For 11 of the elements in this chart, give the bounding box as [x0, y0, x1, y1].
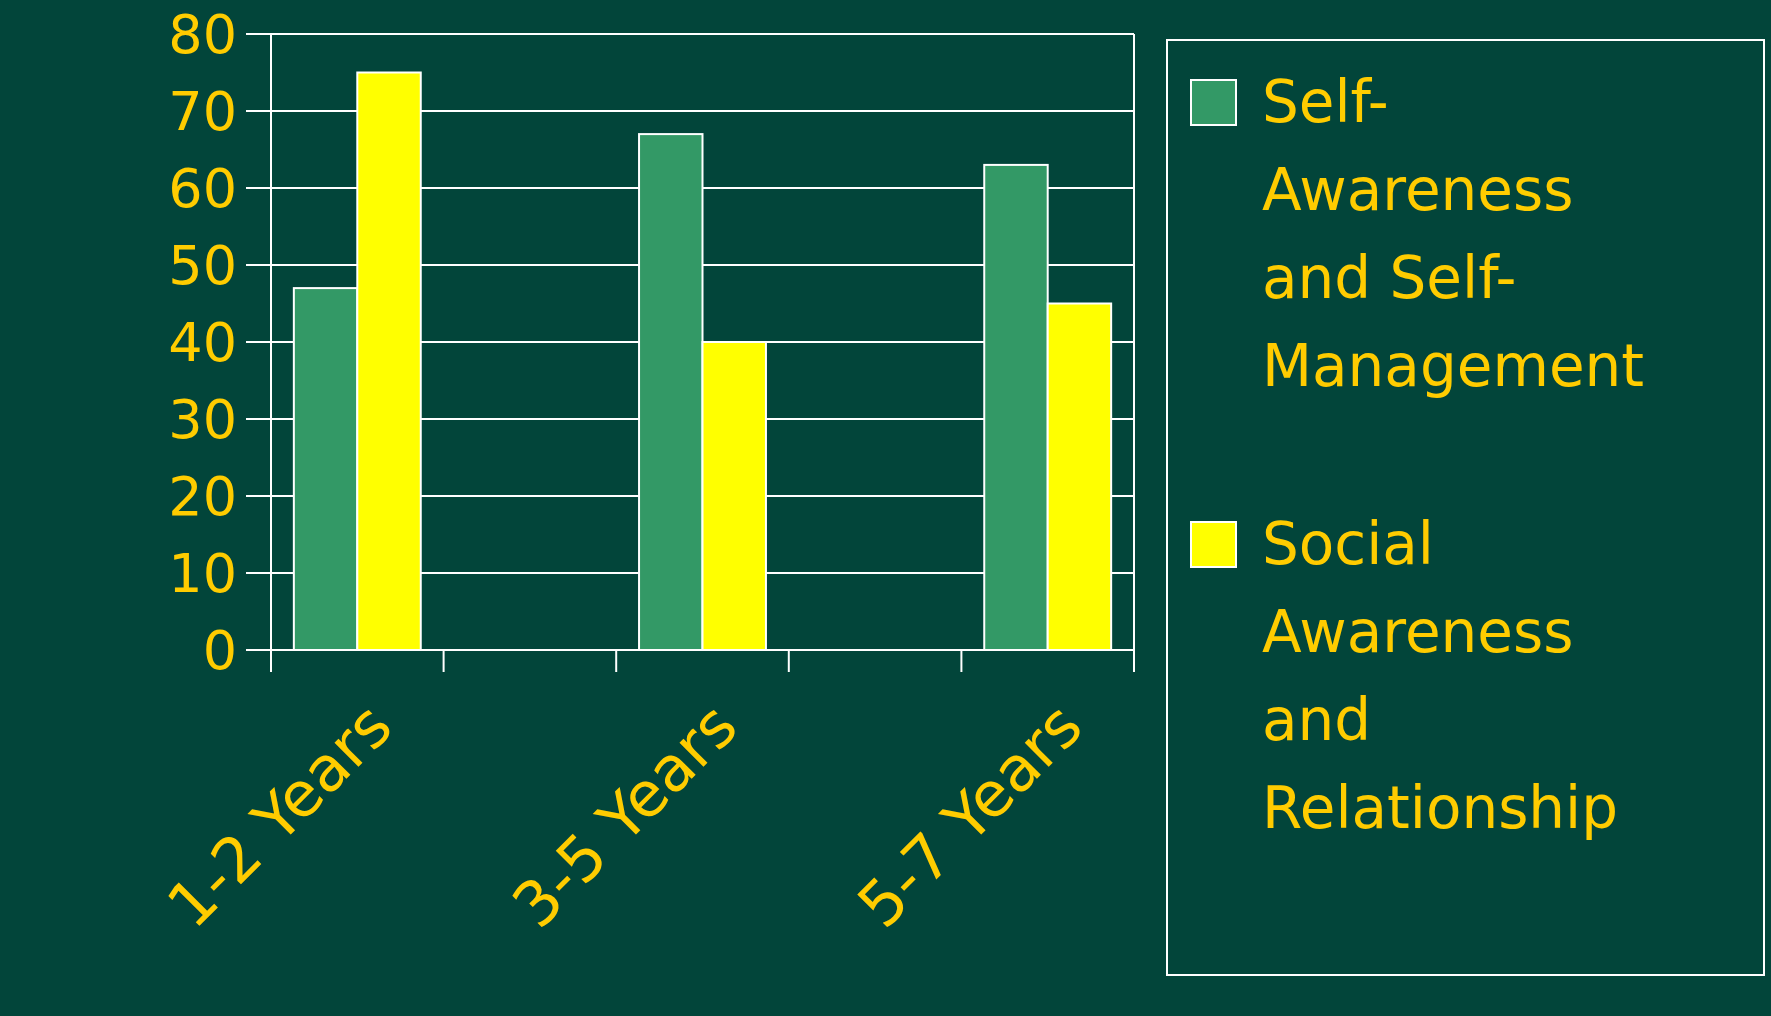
y-tick-label: 50 — [168, 233, 237, 297]
y-tick-label: 30 — [168, 387, 237, 451]
y-tick-label: 10 — [168, 541, 237, 605]
y-tick-label: 20 — [168, 464, 237, 528]
legend-label: Self-Awareness and Self-Management — [1262, 68, 1645, 400]
legend-label: Social Awareness and Relationship — [1262, 510, 1619, 842]
y-tick-label: 70 — [168, 79, 237, 143]
y-tick-label: 0 — [202, 618, 237, 682]
y-tick-label: 60 — [168, 156, 237, 220]
y-tick-label: 40 — [168, 310, 237, 374]
y-tick-label: 80 — [168, 2, 237, 66]
